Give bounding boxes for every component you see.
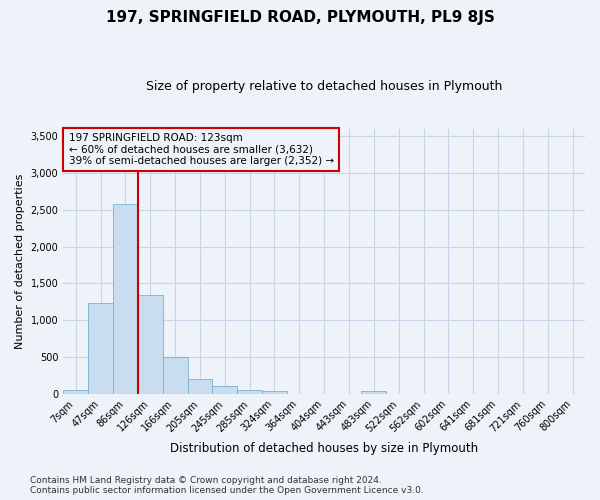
Bar	[212, 386, 237, 394]
Bar	[138, 295, 163, 394]
Bar	[88, 304, 113, 394]
Text: Contains HM Land Registry data © Crown copyright and database right 2024.
Contai: Contains HM Land Registry data © Crown c…	[30, 476, 424, 495]
Bar	[63, 390, 88, 394]
Bar	[163, 357, 188, 394]
X-axis label: Distribution of detached houses by size in Plymouth: Distribution of detached houses by size …	[170, 442, 478, 455]
Text: 197, SPRINGFIELD ROAD, PLYMOUTH, PL9 8JS: 197, SPRINGFIELD ROAD, PLYMOUTH, PL9 8JS	[106, 10, 494, 25]
Bar	[188, 380, 212, 394]
Bar	[113, 204, 138, 394]
Bar	[262, 391, 287, 394]
Bar	[237, 390, 262, 394]
Y-axis label: Number of detached properties: Number of detached properties	[15, 174, 25, 349]
Title: Size of property relative to detached houses in Plymouth: Size of property relative to detached ho…	[146, 80, 502, 93]
Bar	[361, 391, 386, 394]
Text: 197 SPRINGFIELD ROAD: 123sqm
← 60% of detached houses are smaller (3,632)
39% of: 197 SPRINGFIELD ROAD: 123sqm ← 60% of de…	[68, 133, 334, 166]
